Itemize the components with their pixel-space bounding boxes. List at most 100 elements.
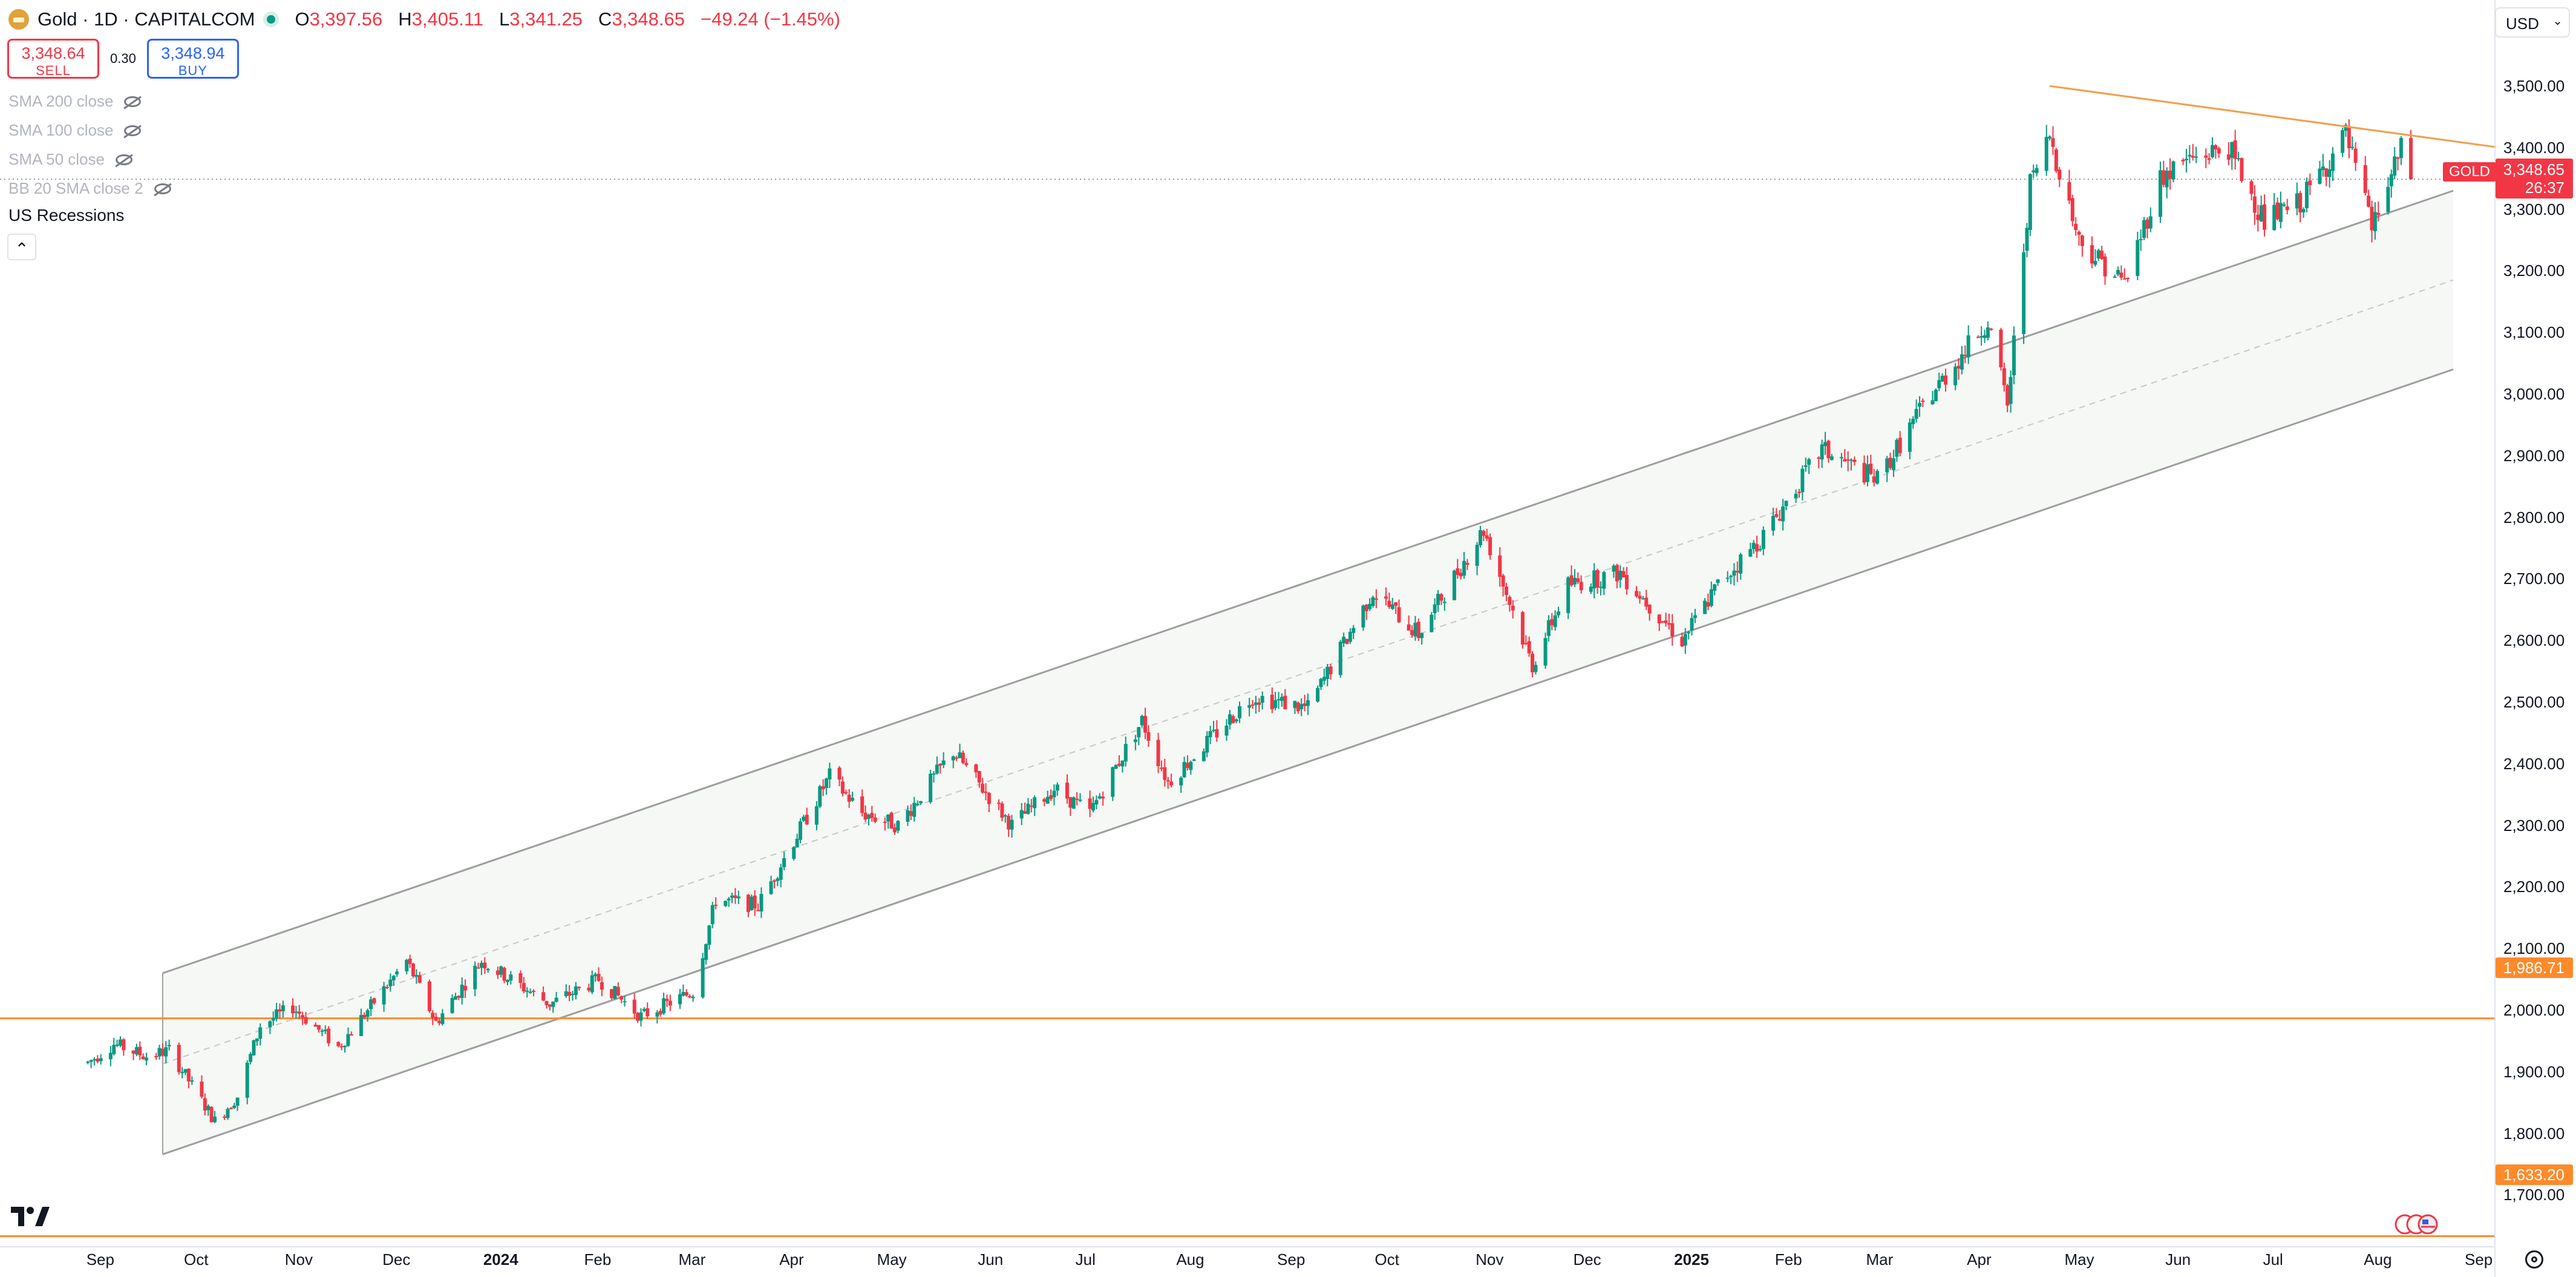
indicator-sma50[interactable]: SMA 50 close: [8, 150, 132, 169]
buy-button[interactable]: 3,348.94 BUY: [146, 39, 239, 79]
candle-body: [1459, 573, 1463, 577]
candle-body: [1579, 582, 1583, 591]
candle-body: [255, 1038, 259, 1042]
candle-body: [1641, 598, 1645, 600]
candle-body: [1280, 697, 1284, 701]
indicator-sma200[interactable]: SMA 200 close: [8, 92, 142, 111]
candle-body: [1361, 605, 1365, 628]
candle-body: [1319, 678, 1323, 688]
currency-select[interactable]: USD ⌄: [2495, 7, 2570, 38]
candle-body: [1566, 577, 1571, 614]
candle-body: [271, 1018, 275, 1021]
candle-body: [1146, 732, 1151, 741]
candle-body: [2103, 256, 2107, 277]
candle-body: [2207, 158, 2211, 160]
candle-body: [2386, 186, 2390, 212]
indicator-bollinger[interactable]: BB 20 SMA close 2: [8, 179, 171, 198]
candle-body: [1667, 623, 1671, 625]
candle-body: [2367, 195, 2371, 207]
candle-body: [1133, 739, 1137, 743]
candle-body: [1316, 688, 1320, 702]
candle-body: [1706, 602, 1710, 607]
y-tick-label: 3,200.00: [2503, 261, 2565, 280]
candle-body: [1159, 767, 1163, 769]
x-tick-label: Dec: [382, 1250, 411, 1269]
gold-symbol-icon: [8, 9, 29, 30]
candle-body: [1986, 327, 1990, 338]
candle-body: [851, 798, 855, 801]
candle-body: [1944, 375, 1948, 385]
candle-body: [1231, 716, 1235, 723]
us-flag-icon[interactable]: [2395, 1214, 2438, 1235]
candle-body: [1420, 633, 1424, 638]
candle-body: [2139, 238, 2143, 240]
x-tick-label: Mar: [678, 1250, 706, 1269]
candle-body: [2145, 219, 2149, 229]
candle-body: [2090, 245, 2094, 264]
x-tick-label: Sep: [2465, 1250, 2493, 1269]
candle-body: [610, 989, 614, 999]
sell-button[interactable]: 3,348.64 SELL: [7, 39, 99, 79]
candle-body: [873, 817, 877, 822]
candle-body: [99, 1058, 103, 1062]
tradingview-logo-icon[interactable]: [11, 1206, 51, 1227]
candle-body: [724, 901, 728, 906]
candle-body: [1543, 638, 1548, 666]
candle-body: [2032, 170, 2036, 172]
candle-body: [662, 998, 666, 1014]
candle-body: [431, 1013, 435, 1018]
candle-body: [2184, 159, 2188, 160]
candle-body: [1052, 790, 1056, 798]
x-tick-label: Feb: [1774, 1250, 1802, 1269]
candle-body: [2282, 204, 2286, 206]
candle-body: [2304, 182, 2309, 208]
candle-body: [1807, 459, 1811, 465]
candle-body: [1465, 563, 1469, 565]
settings-gear-icon[interactable]: [2525, 1250, 2543, 1269]
candle-body: [1914, 409, 1918, 419]
candle-body: [564, 991, 568, 996]
eye-off-icon[interactable]: [124, 125, 142, 136]
candle-body: [1885, 458, 1889, 473]
candle-body: [840, 781, 845, 794]
candle-body: [1869, 464, 1873, 474]
x-tick-label: Nov: [284, 1250, 313, 1269]
us-recessions-toggle[interactable]: US Recessions: [8, 206, 125, 225]
candle-body: [1065, 783, 1069, 799]
candle-body: [974, 764, 978, 773]
candle-body: [1657, 614, 1661, 624]
candle-body: [1189, 761, 1193, 770]
candle-body: [2263, 204, 2267, 230]
channel-lower-line: [162, 368, 2454, 1155]
candle-body: [1755, 544, 1759, 552]
chevron-up-icon[interactable]: ⌃: [7, 234, 36, 260]
eye-off-icon[interactable]: [124, 96, 142, 107]
candle-body: [1989, 328, 1993, 330]
candle-body: [2353, 148, 2358, 163]
candle-body: [964, 763, 969, 766]
indicator-sma100[interactable]: SMA 100 close: [8, 121, 142, 140]
candle-body: [1612, 565, 1616, 572]
candle-body: [157, 1048, 162, 1057]
eye-off-icon[interactable]: [115, 154, 132, 165]
candle-body: [577, 986, 581, 988]
candle-body: [756, 910, 760, 911]
candle-body: [863, 812, 868, 820]
ohlc-low: L3,341.25: [499, 8, 583, 30]
candle-body: [2275, 202, 2280, 220]
candle-body: [1820, 444, 1824, 460]
candle-body: [1930, 400, 1935, 404]
candlestick-series[interactable]: [86, 119, 2413, 1123]
x-tick-label: Aug: [1176, 1250, 1205, 1269]
candle-body: [753, 895, 757, 909]
candle-body: [828, 768, 832, 780]
candle-body: [551, 1001, 555, 1007]
candle-body: [1033, 797, 1037, 809]
candle-body: [984, 792, 988, 793]
y-tick-label: 2,100.00: [2503, 939, 2565, 958]
candle-body: [1774, 514, 1779, 517]
symbol-title[interactable]: Gold · 1D · CAPITALCOM: [38, 8, 255, 30]
candle-body: [1680, 637, 1684, 647]
eye-off-icon[interactable]: [154, 183, 171, 194]
